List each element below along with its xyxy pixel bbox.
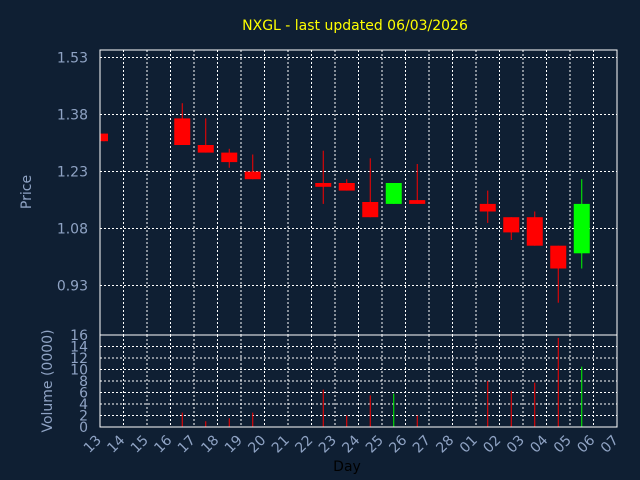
volume-tick-label: 4 xyxy=(79,397,88,413)
candle-body xyxy=(526,217,543,246)
candle-body xyxy=(409,200,426,204)
candle-body xyxy=(221,152,238,163)
candles xyxy=(100,103,590,303)
price-tick-label: 1.08 xyxy=(57,222,88,238)
volume-tick-label: 16 xyxy=(70,328,88,344)
candle-body xyxy=(385,183,402,204)
candle-body xyxy=(174,118,191,145)
candle-body xyxy=(315,183,332,187)
candle-body xyxy=(362,202,379,218)
chart-title: NXGL - last updated 06/03/2026 xyxy=(242,18,468,34)
candle-body xyxy=(197,145,214,153)
candle-body xyxy=(573,203,590,254)
candle-body xyxy=(479,203,496,212)
volume-axis-label: Volume (0000) xyxy=(40,329,56,432)
price-tick-label: 1.38 xyxy=(57,108,88,124)
volume-tick-label: 10 xyxy=(70,363,88,379)
volume-bars xyxy=(181,337,583,427)
volume-tick-label: 0 xyxy=(79,420,88,436)
candle-body xyxy=(550,245,567,269)
volume-tick-label: 2 xyxy=(79,409,88,425)
y-axis-label: Price xyxy=(19,175,35,209)
price-tick-label: 1.23 xyxy=(57,165,88,181)
volume-tick-label: 8 xyxy=(79,374,88,390)
volume-tick-label: 6 xyxy=(79,386,88,402)
price-tick-label: 0.93 xyxy=(57,279,88,295)
grid-lines xyxy=(100,50,617,427)
candle-body xyxy=(244,171,261,180)
volume-tick-label: 14 xyxy=(70,340,88,356)
x-axis-label: Day xyxy=(333,459,361,475)
plot-frame xyxy=(99,49,618,428)
candle-body xyxy=(503,217,520,233)
price-tick-label: 1.53 xyxy=(57,51,88,67)
axis-frame xyxy=(99,49,618,428)
candle-body xyxy=(100,133,108,142)
volume-tick-label: 12 xyxy=(70,351,88,367)
candle-body xyxy=(338,183,355,191)
